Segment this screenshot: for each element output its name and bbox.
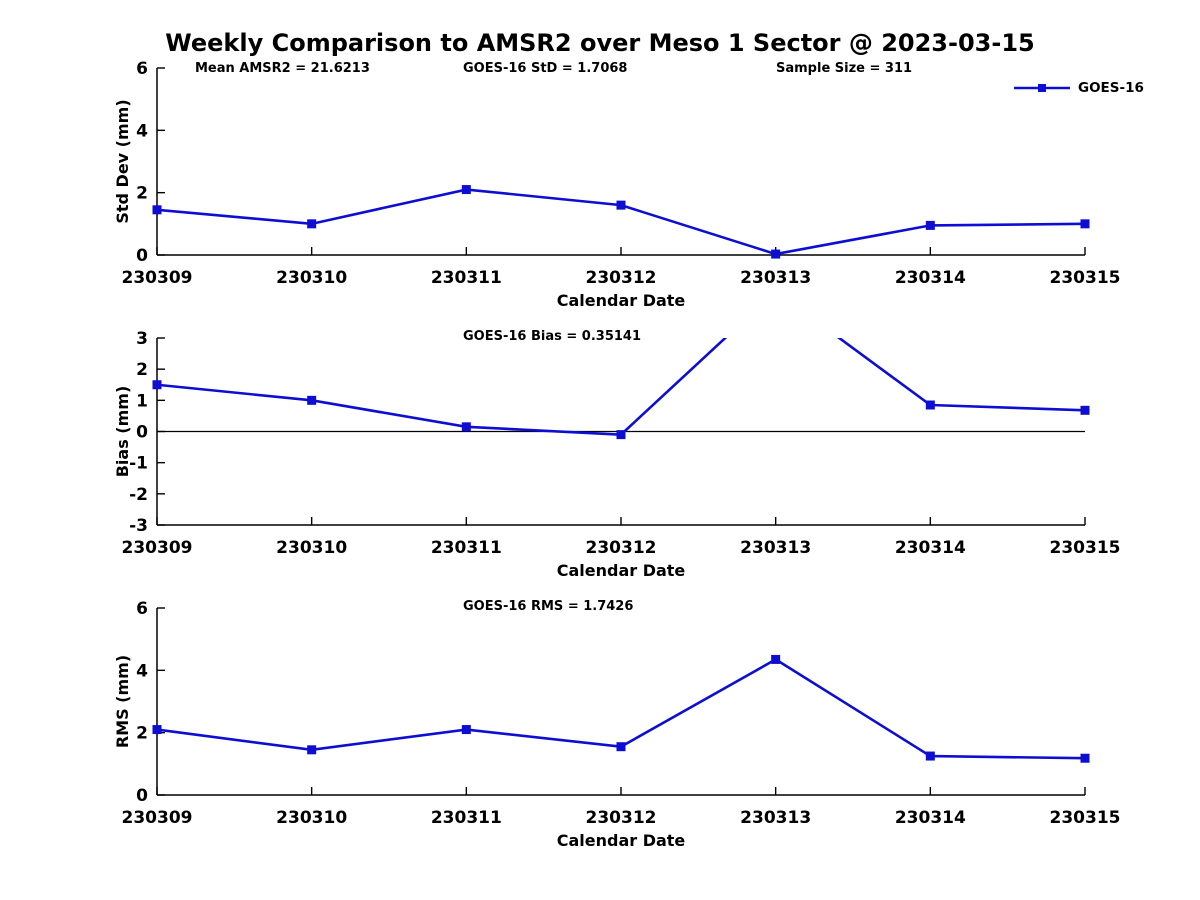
x-axis-label: Calendar Date <box>557 831 686 850</box>
data-marker <box>1080 219 1090 229</box>
data-marker <box>152 725 162 735</box>
y-tick-label: 2 <box>136 360 148 380</box>
y-tick-label: -2 <box>129 485 148 505</box>
y-axis-label: RMS (mm) <box>113 655 132 748</box>
x-tick-label: 230309 <box>122 538 193 558</box>
y-tick-label: 1 <box>136 391 148 411</box>
data-line-goes-16 <box>156 338 1086 436</box>
y-tick-label: -1 <box>129 454 148 474</box>
stat-goes16-rms: GOES-16 RMS = 1.7426 <box>463 599 634 614</box>
data-marker <box>925 400 935 410</box>
y-tick-label: 6 <box>136 59 148 79</box>
y-tick-label: 0 <box>136 786 148 806</box>
chart-title: Weekly Comparison to AMSR2 over Meso 1 S… <box>165 29 1035 57</box>
x-tick-label: 230310 <box>276 268 347 288</box>
y-tick-label: 4 <box>136 661 148 681</box>
stat-goes16-bias: GOES-16 Bias = 0.35141 <box>463 329 642 344</box>
y-tick-label: 3 <box>136 329 148 349</box>
y-tick-label: 4 <box>136 121 148 141</box>
y-tick-label: 2 <box>136 724 148 744</box>
x-tick-label: 230310 <box>276 538 347 558</box>
x-tick-label: 230315 <box>1050 538 1121 558</box>
x-axis-label: Calendar Date <box>557 561 686 580</box>
data-marker <box>1080 405 1090 415</box>
y-tick-label: 0 <box>136 246 148 266</box>
x-axis-label: Calendar Date <box>557 291 686 310</box>
legend: GOES-16 <box>1013 80 1144 96</box>
x-tick-label: 230312 <box>586 538 657 558</box>
y-tick-label: -3 <box>129 516 148 536</box>
data-marker <box>616 430 626 440</box>
y-tick-label: 6 <box>136 599 148 619</box>
data-marker <box>461 422 471 432</box>
x-tick-label: 230314 <box>895 538 966 558</box>
x-tick-label: 230311 <box>431 538 502 558</box>
data-marker <box>461 725 471 735</box>
data-marker <box>771 654 781 664</box>
x-tick-label: 230311 <box>431 268 502 288</box>
x-tick-label: 230312 <box>586 268 657 288</box>
legend-label: GOES-16 <box>1078 80 1144 96</box>
y-axis-label: Std Dev (mm) <box>113 99 132 223</box>
data-line-goes-16 <box>156 188 1086 256</box>
data-marker <box>152 380 162 390</box>
y-tick-label: 0 <box>136 423 148 443</box>
x-tick-label: 230309 <box>122 268 193 288</box>
x-tick-label: 230309 <box>122 808 193 828</box>
y-tick-label: 2 <box>136 184 148 204</box>
data-marker <box>307 219 317 229</box>
data-marker <box>307 395 317 405</box>
data-marker <box>616 742 626 752</box>
data-marker <box>925 751 935 761</box>
y-axis-label: Bias (mm) <box>113 386 132 478</box>
x-tick-label: 230315 <box>1050 808 1121 828</box>
data-marker <box>152 205 162 215</box>
x-tick-label: 230310 <box>276 808 347 828</box>
x-tick-label: 230313 <box>740 268 811 288</box>
data-marker <box>307 745 317 755</box>
data-marker <box>771 249 781 259</box>
x-tick-label: 230314 <box>895 268 966 288</box>
data-marker <box>925 220 935 230</box>
x-tick-label: 230313 <box>740 538 811 558</box>
data-marker <box>461 185 471 195</box>
x-tick-label: 230315 <box>1050 268 1121 288</box>
stat-goes16-std: GOES-16 StD = 1.7068 <box>463 61 628 76</box>
x-tick-label: 230314 <box>895 808 966 828</box>
x-tick-label: 230311 <box>431 808 502 828</box>
stat-sample-size: Sample Size = 311 <box>776 61 913 76</box>
stat-mean-amsr2: Mean AMSR2 = 21.6213 <box>195 61 370 76</box>
data-marker <box>616 200 626 210</box>
x-tick-label: 230312 <box>586 808 657 828</box>
x-tick-label: 230313 <box>740 808 811 828</box>
data-marker <box>1080 753 1090 763</box>
legend-line-icon <box>1014 84 1070 92</box>
